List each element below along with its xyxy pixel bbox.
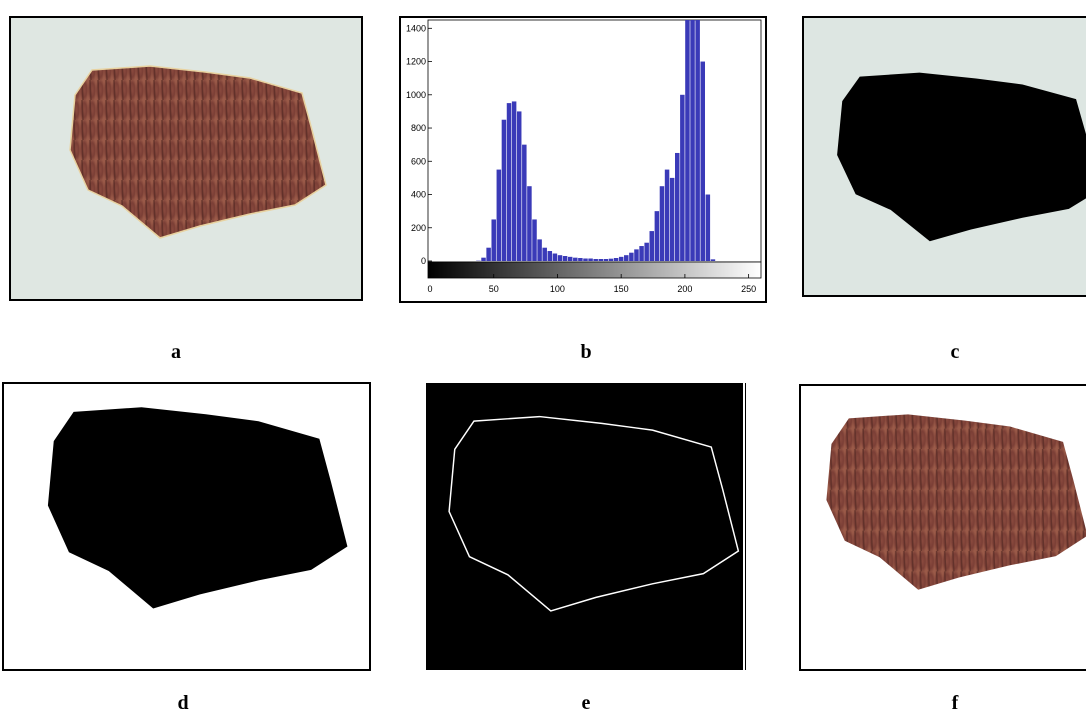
edge-image — [426, 383, 746, 670]
histogram-bar — [532, 219, 536, 261]
histogram-bar — [604, 259, 608, 261]
y-tick-label: 1000 — [406, 90, 426, 100]
histogram-bar — [609, 259, 613, 261]
y-tick-label: 1400 — [406, 23, 426, 33]
histogram-bar — [680, 95, 684, 261]
histogram-bar — [497, 170, 501, 261]
histogram-bar — [522, 145, 526, 261]
histogram-bar — [558, 255, 562, 261]
x-tick-label: 0 — [427, 284, 432, 294]
histogram-bar — [629, 253, 633, 261]
histogram-bar — [583, 259, 587, 261]
page: {"panels": [{"label": "a"}, {"label": "b… — [0, 0, 1086, 713]
histogram-bar — [588, 259, 592, 261]
histogram-bar — [624, 255, 628, 261]
panel-label: a — [171, 341, 181, 363]
histogram-bar — [706, 195, 710, 261]
histogram-bar — [644, 243, 648, 261]
histogram-bar — [548, 251, 552, 261]
x-tick-label: 150 — [614, 284, 629, 294]
histogram-bar — [599, 259, 603, 261]
histogram-bar — [675, 153, 679, 261]
histogram-bar — [665, 170, 669, 261]
x-tick-label: 200 — [677, 284, 692, 294]
histogram-bar — [593, 259, 597, 261]
x-tick-label: 50 — [489, 284, 499, 294]
histogram-bar — [670, 178, 674, 261]
histogram-bar — [650, 231, 654, 261]
panel-label: c — [951, 341, 960, 363]
x-tick-label: 100 — [550, 284, 565, 294]
histogram-bar — [660, 186, 664, 261]
histogram-bar — [553, 254, 557, 261]
histogram-bar — [711, 259, 715, 261]
histogram-bar — [619, 257, 623, 261]
panel-label: e — [582, 692, 591, 713]
y-tick-label: 1200 — [406, 57, 426, 67]
y-tick-label: 600 — [411, 156, 426, 166]
histogram-bar — [655, 211, 659, 261]
figure: a b c d e f 0 200 400 600 800 1000 1200 1400 0 50… — [0, 0, 1086, 713]
plot-area — [428, 20, 761, 262]
histogram-bar — [502, 120, 506, 261]
histogram-bar — [578, 258, 582, 261]
histogram-bar — [614, 258, 618, 261]
histogram-bar — [486, 248, 490, 261]
y-tick-label: 800 — [411, 123, 426, 133]
histogram-bar — [695, 20, 699, 261]
y-tick-label: 400 — [411, 190, 426, 200]
histogram-bar — [491, 219, 495, 261]
x-tick-label: 250 — [741, 284, 756, 294]
histogram-bar — [573, 258, 577, 261]
histogram-bar — [690, 20, 694, 261]
histogram-bar — [517, 111, 521, 261]
histogram-bar — [507, 103, 511, 261]
histogram-bar — [700, 62, 704, 261]
histogram-bar — [634, 249, 638, 261]
y-tick-label: 0 — [421, 256, 426, 266]
histogram-bar — [542, 248, 546, 261]
colorbar — [428, 262, 761, 278]
panel-label: d — [177, 692, 188, 713]
histogram-bar — [512, 101, 516, 261]
histogram-bar — [685, 20, 689, 261]
histogram-bar — [527, 186, 531, 261]
panel-label: f — [952, 692, 959, 713]
histogram-bar — [537, 239, 541, 261]
histogram-bar — [563, 256, 567, 261]
y-tick-label: 200 — [411, 223, 426, 233]
histogram-bar — [639, 246, 643, 261]
body: a b c d e f 0 200 400 600 800 1000 1200 1400 0 50… — [0, 0, 1086, 713]
histogram-bar — [481, 258, 485, 261]
histogram-bar — [568, 257, 572, 261]
panel-label: b — [580, 341, 591, 363]
